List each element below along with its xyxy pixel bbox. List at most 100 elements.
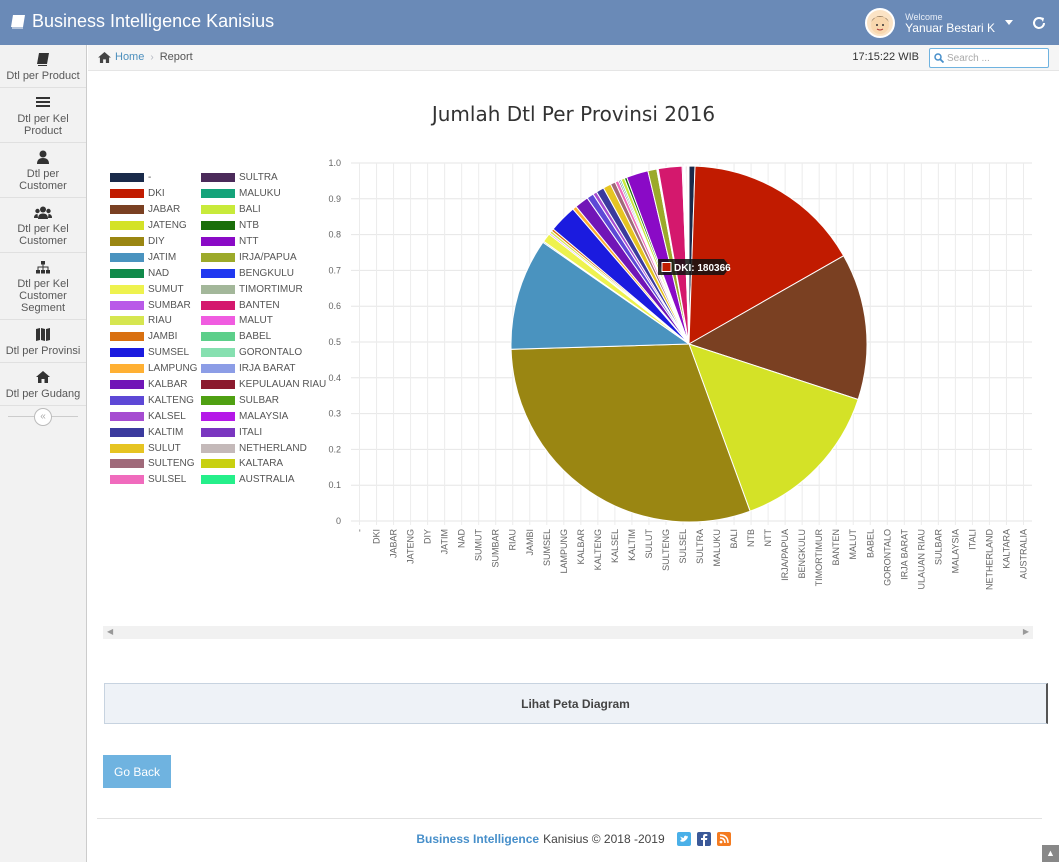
legend-label: NTT (239, 236, 259, 247)
legend-item[interactable]: DKI (110, 186, 197, 202)
pie-slice-dki[interactable] (688, 165, 845, 345)
legend-item[interactable]: TIMORTIMUR (201, 281, 326, 297)
legend-item[interactable]: KALSEL (110, 408, 197, 424)
legend-item[interactable]: BENGKULU (201, 265, 326, 281)
breadcrumb-home-link[interactable]: Home (115, 51, 145, 63)
x-tick-label: KEPULAUAN RIAU (916, 529, 926, 590)
x-tick-label: SULTRA (695, 529, 705, 564)
sidebar-item-dtl-per-gudang[interactable]: Dtl per Gudang (0, 363, 86, 406)
legend-item[interactable]: JAMBI (110, 329, 197, 345)
x-tick-label: IRJA/PAPUA (780, 529, 790, 581)
search-input[interactable] (947, 52, 1043, 64)
facebook-icon[interactable] (696, 832, 711, 846)
sidebar-item-dtl-per-customer[interactable]: Dtl per Customer (0, 143, 86, 198)
legend-item[interactable]: BABEL (201, 329, 326, 345)
sidebar-item-dtl-per-kel-product[interactable]: Dtl per Kel Product (0, 88, 86, 143)
legend-item[interactable]: SUMSEL (110, 345, 197, 361)
sidebar-item-dtl-per-product[interactable]: Dtl per Product (0, 45, 86, 88)
legend-item[interactable]: JATENG (110, 218, 197, 234)
legend-item[interactable]: SUMUT (110, 281, 197, 297)
legend-swatch (110, 284, 144, 294)
x-tick-label: MALUT (848, 529, 858, 560)
y-tick-label: 0.4 (328, 373, 341, 383)
rss-icon[interactable] (716, 832, 731, 846)
pie-slice-jatim[interactable] (510, 241, 691, 350)
brand-title: Business Intelligence Kanisius (32, 11, 275, 31)
y-tick-label: 0.5 (328, 337, 341, 347)
y-tick-label: 0.3 (328, 409, 341, 419)
sidebar-item-dtl-per-kel-customer-segment[interactable]: Dtl per Kel Customer Segment (0, 253, 86, 320)
legend-item[interactable]: MALUT (201, 313, 326, 329)
pie-slice-jabar[interactable] (687, 255, 868, 401)
scroll-left-icon[interactable]: ◀ (107, 627, 114, 636)
avatar[interactable] (865, 7, 896, 38)
legend-item[interactable]: IRJA/PAPUA (201, 249, 326, 265)
legend-item[interactable]: BANTEN (201, 297, 326, 313)
sidebar-item-dtl-per-kel-customer[interactable]: Dtl per Kel Customer (0, 198, 86, 253)
welcome-block[interactable]: Welcome Yanuar Bestari K (905, 12, 995, 34)
legend-item[interactable]: IRJA BARAT (201, 361, 326, 377)
collapse-sidebar-button[interactable]: « (34, 408, 52, 426)
legend-swatch (110, 395, 144, 405)
breadcrumb-current: Report (159, 51, 193, 63)
legend-item[interactable]: ITALI (201, 424, 326, 440)
legend-label: NTB (239, 220, 259, 232)
twitter-icon[interactable] (676, 832, 691, 846)
go-back-button[interactable]: Go Back (103, 755, 171, 788)
legend-swatch (110, 475, 144, 485)
legend-item[interactable]: KALTARA (201, 456, 326, 472)
legend-item[interactable]: KALTIM (110, 424, 197, 440)
legend-item[interactable]: NTB (201, 218, 326, 234)
legend-item[interactable]: NAD (110, 265, 197, 281)
legend-column-right: SULTRA MALUKU BALI NTB NTT IRJA/PAPUA BENGKULU… (201, 170, 326, 488)
legend-item[interactable]: GORONTALO (201, 345, 326, 361)
legend-item[interactable]: KALBAR (110, 377, 197, 393)
legend-item[interactable]: MALUKU (201, 186, 326, 202)
pie-chart[interactable]: 0 0.1 0.2 0.3 0.4 0.5 0.6 0.7 0.8 0.9 1.0 - DKI JABAR… (320, 150, 1040, 590)
x-tick-label: LAMPUNG (559, 529, 569, 574)
brand-link[interactable]: Business Intelligence Kanisius (10, 11, 274, 32)
legend-item[interactable]: SULBAR (201, 392, 326, 408)
pie-slice-diy[interactable] (510, 343, 751, 523)
refresh-icon[interactable] (1027, 0, 1051, 45)
pie-slice-jateng[interactable] (688, 343, 859, 512)
legend-label: GORONTALO (239, 347, 303, 359)
user-menu[interactable]: Welcome Yanuar Bestari K (865, 0, 1059, 45)
legend-item[interactable]: AUSTRALIA (201, 472, 326, 488)
legend-item[interactable]: SULUT (110, 440, 197, 456)
legend-item[interactable]: NTT (201, 234, 326, 250)
caret-down-icon[interactable] (1005, 20, 1013, 25)
legend-item[interactable]: NETHERLAND (201, 440, 326, 456)
legend-item[interactable]: - (110, 170, 197, 186)
scroll-top-button[interactable]: ▲ (1042, 845, 1059, 862)
legend-swatch (110, 332, 144, 342)
legend-item[interactable]: KEPULAUAN RIAU (201, 377, 326, 393)
legend-label: KALTARA (239, 458, 284, 470)
legend-swatch (201, 205, 235, 215)
sidebar-item-dtl-per-provinsi[interactable]: Dtl per Provinsi (0, 320, 86, 363)
legend-item[interactable]: LAMPUNG (110, 361, 197, 377)
legend-item[interactable]: DIY (110, 234, 197, 250)
lihat-peta-diagram-button[interactable]: Lihat Peta Diagram (104, 683, 1048, 724)
legend-item[interactable]: KALTENG (110, 392, 197, 408)
x-tick-label: SUMBAR (491, 529, 501, 568)
legend-item[interactable]: SULSEL (110, 472, 197, 488)
x-tick-label: KALTENG (593, 529, 603, 570)
legend-swatch (110, 300, 144, 310)
legend-item[interactable]: SULTENG (110, 456, 197, 472)
legend-item[interactable]: SUMBAR (110, 297, 197, 313)
horizontal-scrollbar[interactable]: ◀ ▶ (103, 626, 1033, 639)
scroll-right-icon[interactable]: ▶ (1022, 627, 1029, 636)
legend-label: AUSTRALIA (239, 474, 295, 486)
legend-item[interactable]: JABAR (110, 202, 197, 218)
home-icon[interactable] (98, 51, 111, 63)
search-box[interactable] (929, 48, 1049, 68)
legend-item[interactable]: RIAU (110, 313, 197, 329)
legend-item[interactable]: BALI (201, 202, 326, 218)
legend-item[interactable]: SULTRA (201, 170, 326, 186)
legend-item[interactable]: JATIM (110, 249, 197, 265)
x-tick-label: JABAR (389, 529, 399, 559)
legend-item[interactable]: MALAYSIA (201, 408, 326, 424)
sidebar-item-label: Dtl per Kel Product (17, 113, 69, 137)
legend-label: KALTENG (148, 394, 194, 406)
